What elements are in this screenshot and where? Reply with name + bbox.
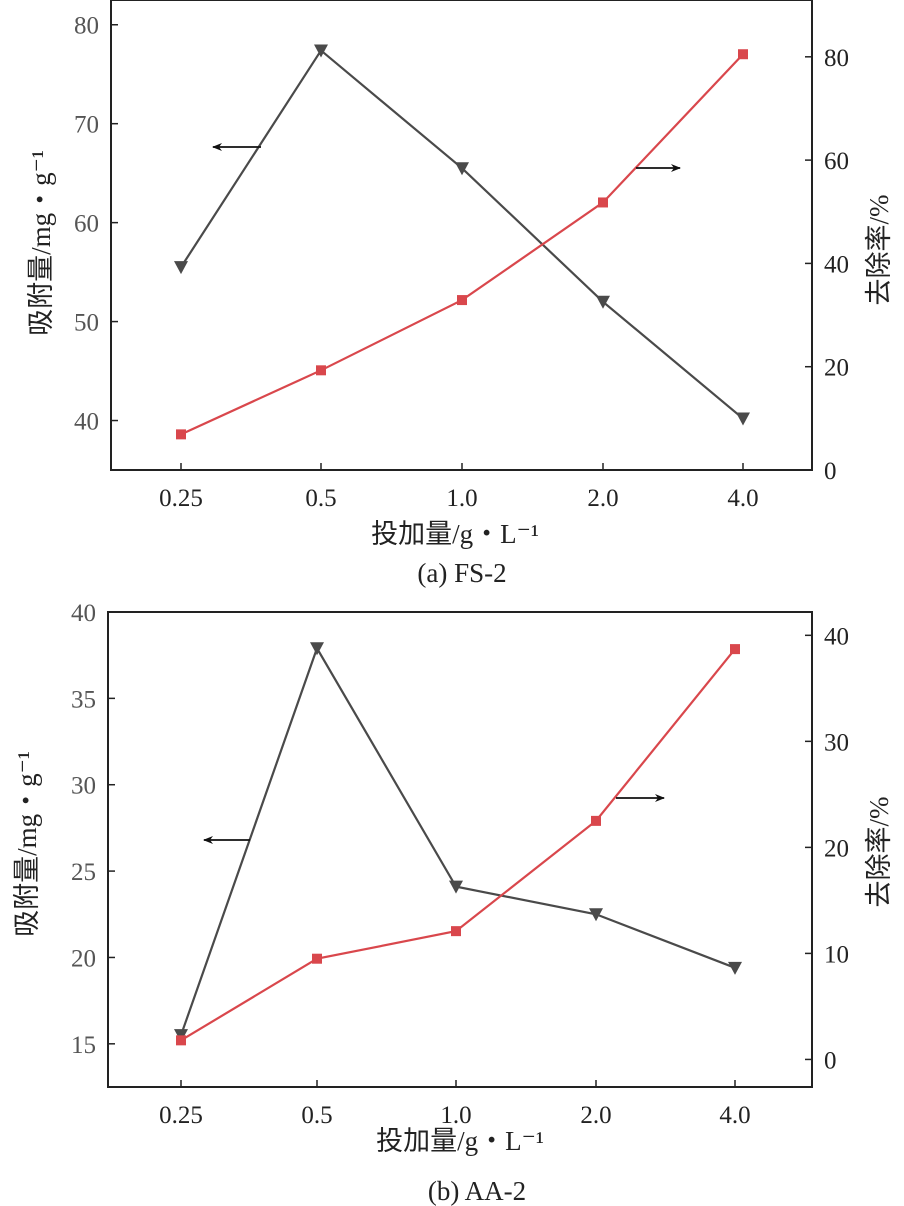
panel-a-plot-frame bbox=[110, 0, 813, 471]
panel-b-left-y-tick-label: 20 bbox=[71, 945, 96, 972]
panel-a-removal-point bbox=[457, 295, 467, 306]
panel-b-x-tick-label: 2.0 bbox=[580, 1102, 611, 1129]
panel-b-x-tick-label: 4.0 bbox=[719, 1102, 750, 1129]
panel-a-x-tick-label: 2.0 bbox=[587, 485, 618, 512]
panel-b-right-y-tick-label: 30 bbox=[824, 729, 849, 756]
panel-b-plot-frame bbox=[107, 611, 813, 1088]
panel-a-x-tick-label: 4.0 bbox=[727, 485, 758, 512]
panel-a-left-y-tick-label: 60 bbox=[74, 211, 99, 238]
panel-a-x-tick-label: 0.5 bbox=[305, 485, 336, 512]
panel-a-removal-point bbox=[598, 197, 608, 208]
panel-a-left-y-tick-label: 70 bbox=[74, 112, 99, 139]
panel-b-removal-point bbox=[730, 644, 740, 655]
panel-a-adsorption-point bbox=[314, 44, 328, 58]
panel-b-removal-point bbox=[176, 1035, 186, 1046]
panel-a-adsorption-point bbox=[596, 295, 610, 309]
panel-b-right-y-tick-label: 20 bbox=[824, 835, 849, 862]
panel-a-removal-point bbox=[176, 429, 186, 440]
panel-a-right-y-tick-label: 0 bbox=[824, 458, 837, 485]
panel-b-caption: (b) AA-2 bbox=[428, 1176, 526, 1206]
panel-b-right-y-axis-label: 去除率/% bbox=[864, 797, 894, 908]
panel-b-x-tick-label: 0.25 bbox=[159, 1102, 203, 1129]
panel-b-right-y-tick-label: 0 bbox=[824, 1047, 837, 1074]
panel-a-left-y-axis-label: 吸附量/mg・g⁻¹ bbox=[26, 150, 56, 336]
panel-a-right-y-tick-label: 20 bbox=[824, 355, 849, 382]
panel-a-x-tick-label: 1.0 bbox=[446, 485, 477, 512]
panel-a-right-y-tick-label: 40 bbox=[824, 251, 849, 278]
panel-b-right-y-tick-label: 40 bbox=[824, 623, 849, 650]
panel-b-x-tick-label: 0.5 bbox=[301, 1102, 332, 1129]
panel-b-left-y-axis-label: 吸附量/mg・g⁻¹ bbox=[12, 751, 42, 937]
panel-a-caption: (a) FS-2 bbox=[417, 558, 506, 588]
panel-b-series-adsorption-line bbox=[179, 645, 736, 1036]
panel-b-left-y-tick-label: 40 bbox=[71, 600, 96, 627]
panel-a-series-adsorption-line bbox=[180, 48, 744, 420]
panel-b-x-axis-label: 投加量/g・L⁻¹ bbox=[376, 1126, 544, 1156]
panel-b-removal-point bbox=[591, 815, 601, 826]
panel-a-series-removal-line bbox=[180, 53, 744, 436]
panel-a-adsorption-point bbox=[455, 162, 469, 176]
panel-a-adsorption-point bbox=[736, 412, 750, 426]
chart-panel-a: (a) FS-2 投加量/g・L⁻¹ 吸附量/mg・g⁻¹ 去除率/% 0.25… bbox=[26, 0, 894, 588]
panel-b-x-tick-label: 1.0 bbox=[440, 1102, 471, 1129]
panel-a-left-y-tick-label: 40 bbox=[74, 409, 99, 436]
panel-b-adsorption-point bbox=[310, 642, 324, 656]
panel-a-left-y-tick-label: 50 bbox=[74, 310, 99, 337]
panel-a-right-y-tick-label: 60 bbox=[824, 148, 849, 175]
panel-a-right-y-axis-label: 去除率/% bbox=[864, 195, 894, 306]
panel-a-removal-point bbox=[316, 365, 326, 376]
panel-a-right-y-tick-label: 80 bbox=[824, 45, 849, 72]
panel-b-adsorption-point bbox=[589, 908, 603, 922]
panel-b-left-y-tick-label: 30 bbox=[71, 773, 96, 800]
panel-b-adsorption-point bbox=[449, 880, 463, 894]
panel-b-removal-point bbox=[451, 926, 461, 937]
panel-a-removal-point bbox=[738, 49, 748, 60]
panel-b-right-y-tick-label: 10 bbox=[824, 941, 849, 968]
chart-panel-b: (b) AA-2 投加量/g・L⁻¹ 吸附量/mg・g⁻¹ 去除率/% 0.25… bbox=[12, 600, 894, 1206]
panel-b-left-y-tick-label: 15 bbox=[71, 1032, 96, 1059]
panel-b-series-removal-line bbox=[180, 648, 736, 1042]
panel-b-left-y-tick-label: 25 bbox=[71, 859, 96, 886]
panel-a-x-tick-label: 0.25 bbox=[159, 485, 203, 512]
panel-b-adsorption-point bbox=[728, 961, 742, 975]
panel-a-adsorption-point bbox=[174, 261, 188, 275]
panel-b-removal-point bbox=[312, 953, 322, 964]
panel-a-left-y-tick-label: 80 bbox=[74, 13, 99, 40]
panel-b-left-y-tick-label: 35 bbox=[71, 686, 96, 713]
panel-a-x-axis-label: 投加量/g・L⁻¹ bbox=[371, 519, 539, 549]
